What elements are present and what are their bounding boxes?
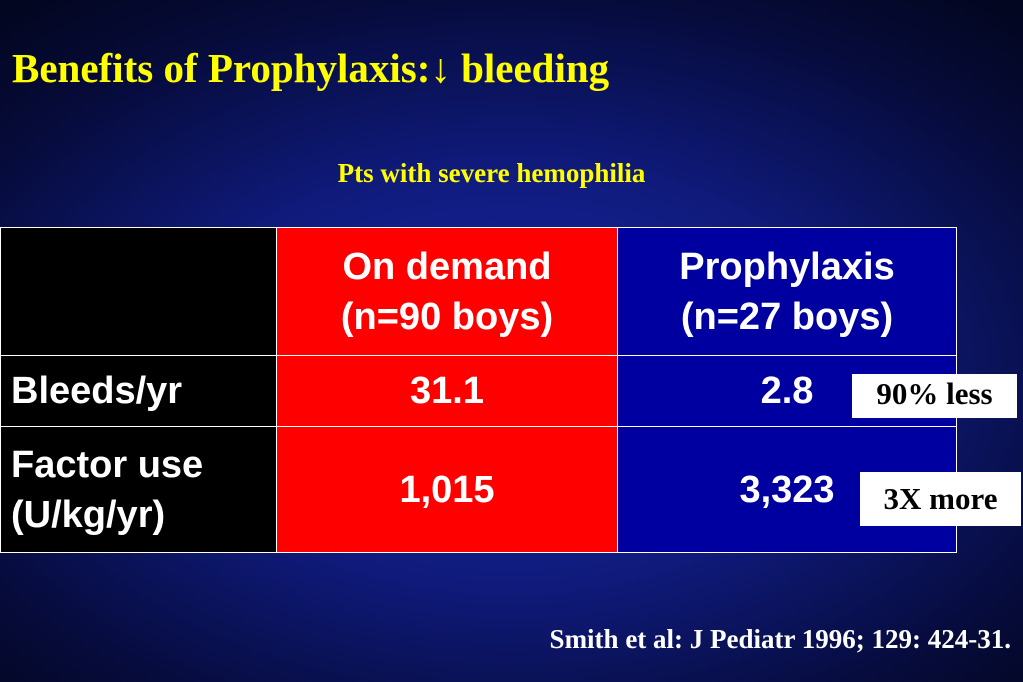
row-label-bleeds: Bleeds/yr	[0, 355, 277, 427]
table-corner-cell	[0, 227, 277, 356]
row-label-factor-use: Factor use (U/kg/yr)	[0, 426, 277, 553]
header-prophylaxis-count: (n=27 boys)	[680, 295, 894, 338]
slide-title: Benefits of Prophylaxis:↓ bleeding	[12, 45, 610, 91]
comparison-table: On demand (n=90 boys) Prophylaxis (n=27 …	[0, 227, 957, 553]
header-prophylaxis: Prophylaxis (n=27 boys)	[617, 227, 957, 356]
row-label-factor-use-unit: (U/kg/yr)	[11, 493, 166, 536]
table-row: Bleeds/yr 31.1 2.8	[0, 355, 957, 427]
factor-annotation-box: 3X more	[860, 472, 1021, 526]
row-label-factor-use-line1: Factor use	[11, 443, 204, 486]
header-prophylaxis-label: Prophylaxis	[679, 245, 895, 288]
citation: Smith et al: J Pediatr 1996; 129: 424-31…	[549, 624, 1011, 654]
header-on-demand-label: On demand	[342, 245, 552, 288]
header-on-demand: On demand (n=90 boys)	[276, 227, 618, 356]
table-header-row: On demand (n=90 boys) Prophylaxis (n=27 …	[0, 227, 957, 356]
bleeds-on-demand-value: 31.1	[276, 355, 618, 427]
table-row: Factor use (U/kg/yr) 1,015 3,323	[0, 426, 957, 553]
header-on-demand-count: (n=90 boys)	[340, 295, 554, 338]
bleeds-annotation-box: 90% less	[852, 374, 1017, 418]
factor-on-demand-value: 1,015	[276, 426, 618, 553]
slide-subtitle: Pts with severe hemophilia	[337, 158, 646, 188]
